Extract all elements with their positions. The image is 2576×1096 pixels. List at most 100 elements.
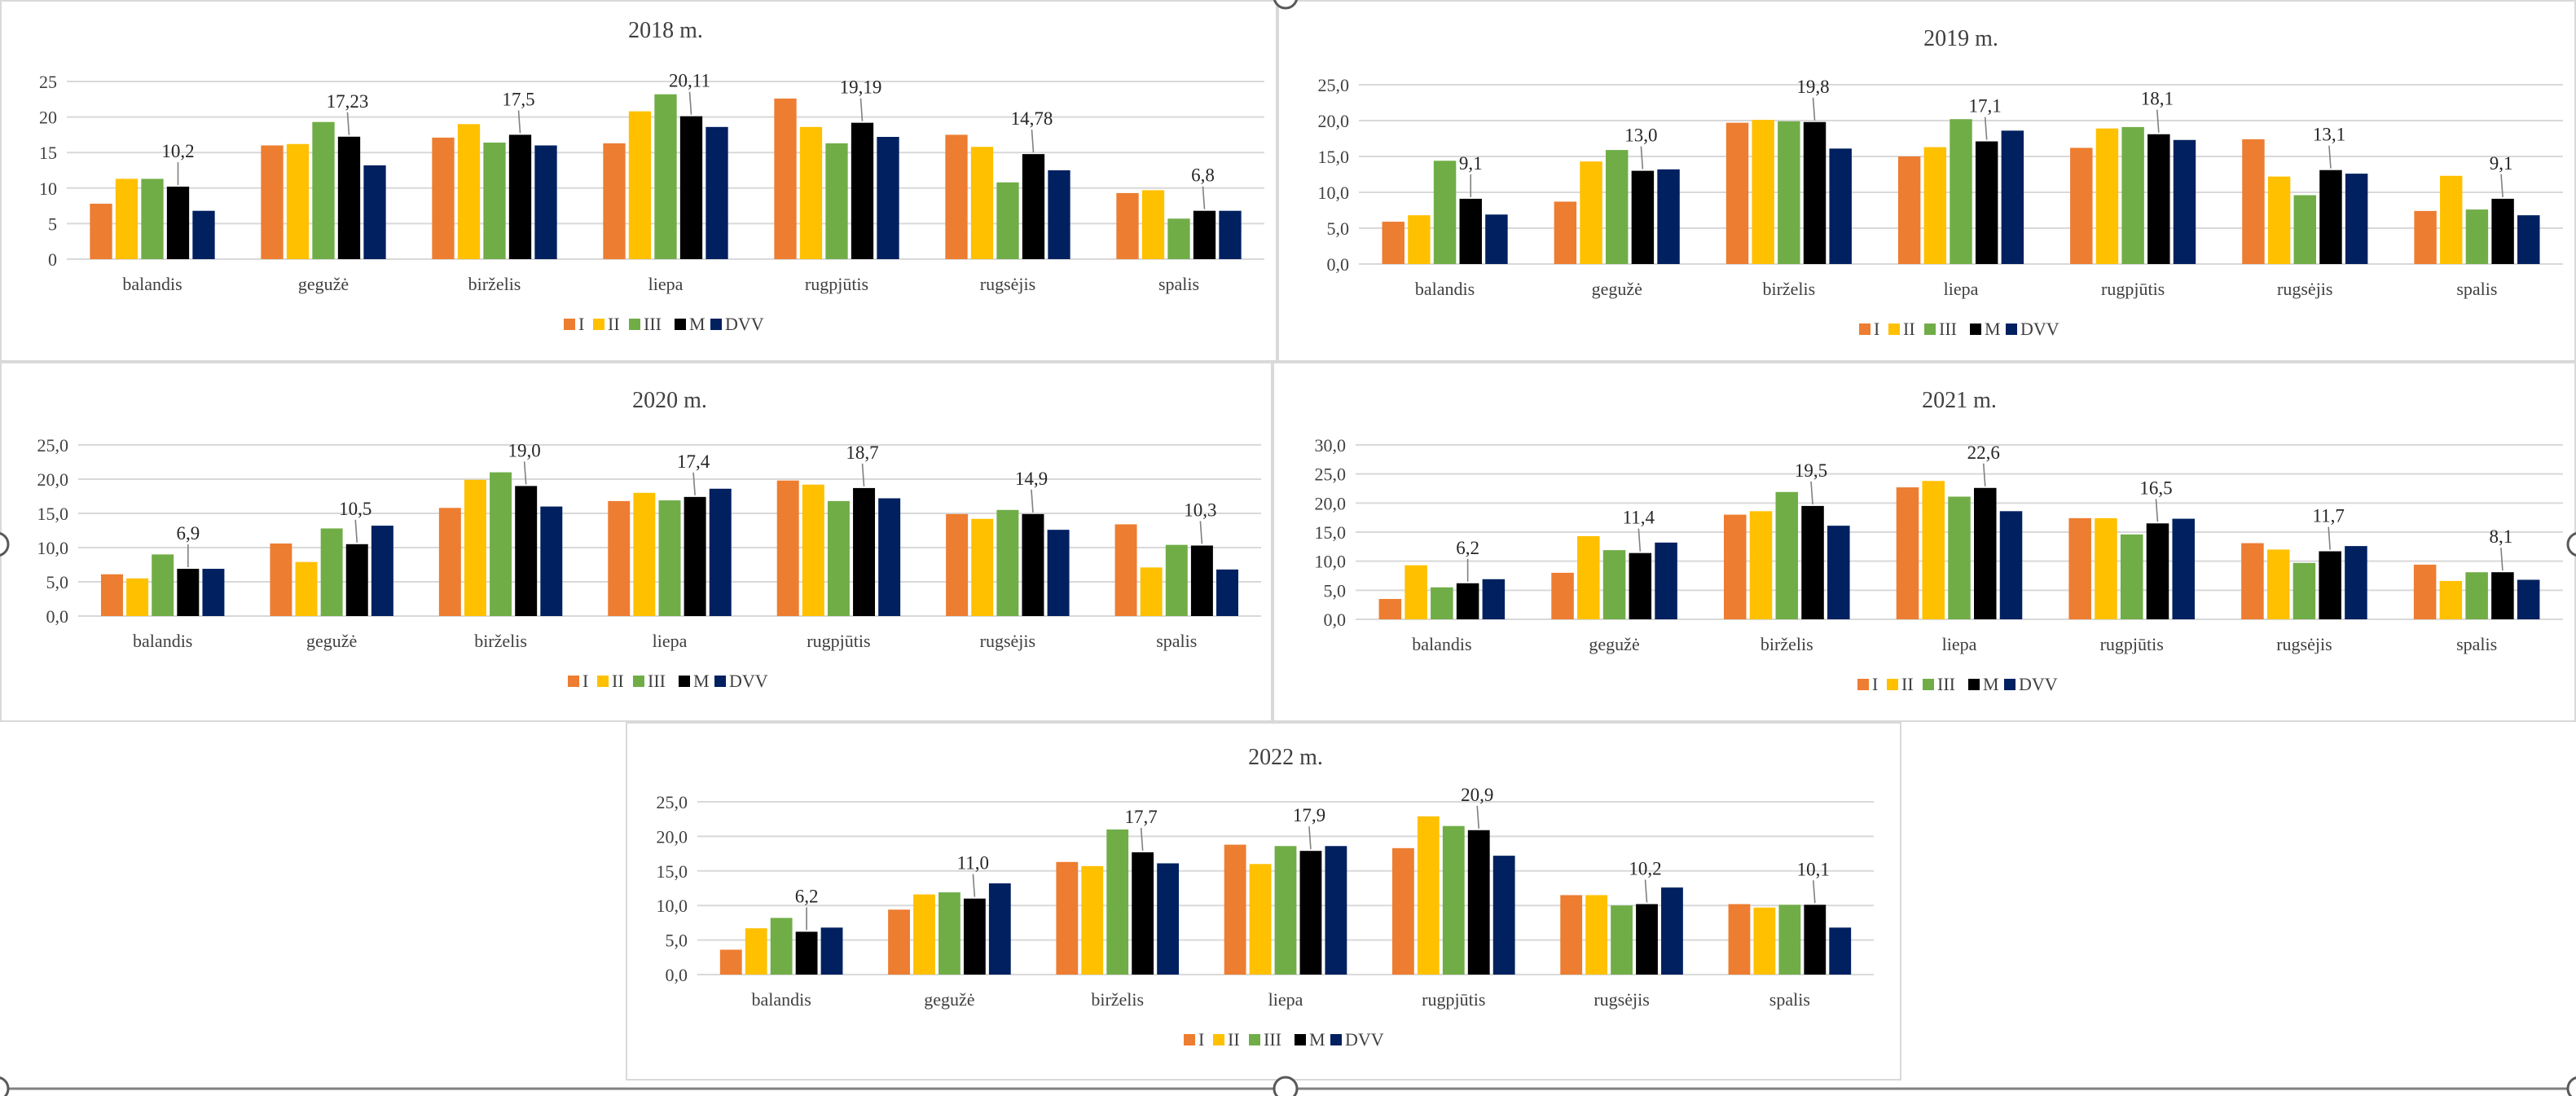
chart-0[interactable]: 2018 m. 0 5 10 15 20 25 balandis 10,2 gegužė 17,23… — [0, 0, 1277, 362]
data-label-leader — [1813, 880, 1816, 904]
legend-swatch-m — [675, 319, 686, 330]
data-label-leader — [1031, 489, 1034, 513]
data-label-leader — [1984, 117, 1988, 140]
resize-handle-bottom-left[interactable] — [0, 1076, 10, 1096]
y-tick-label: 0,0 — [1324, 610, 1347, 630]
y-tick-label: 20,0 — [1315, 493, 1347, 513]
y-tick-label: 20,0 — [1318, 111, 1350, 131]
bar-dvv-birželis — [1829, 148, 1852, 264]
bar-m-balandis — [166, 187, 190, 259]
bar-iii-rugsėjis — [2292, 562, 2316, 619]
y-tick-label: 20,0 — [37, 469, 69, 490]
legend-swatch-ii — [1887, 679, 1898, 690]
bar-dvv-spalis — [2517, 215, 2540, 264]
bar-i-birželis — [438, 508, 461, 616]
bar-ii-rugpjūtis — [2095, 517, 2117, 619]
bar-dvv-liepa — [706, 126, 728, 259]
bar-i-birželis — [1056, 861, 1079, 975]
bar-dvv-rugpjūtis — [2173, 139, 2196, 264]
y-tick-label: 0,0 — [46, 606, 69, 627]
bar-m-rugsėjis — [2319, 551, 2341, 619]
data-label-leader — [2328, 145, 2332, 169]
bar-i-rugpjūtis — [2070, 147, 2093, 264]
bar-dvv-rugsėjis — [1661, 887, 1683, 975]
bar-ii-gegužė — [1580, 161, 1602, 264]
chart-2[interactable]: 2020 m. 0,0 5,0 10,0 15,0 20,0 25,0 balandis 6,9… — [0, 362, 1273, 722]
bar-i-rugsėjis — [1560, 895, 1583, 975]
resize-handle-bottom[interactable] — [1273, 1076, 1299, 1096]
legend-entry-ii: II — [1903, 319, 1915, 339]
x-category-label: spalis — [1769, 989, 1810, 1010]
data-label-m: 18,7 — [846, 442, 878, 463]
bar-iii-rugsėjis — [996, 182, 1019, 259]
bar-i-rugpjūtis — [1391, 847, 1414, 975]
bar-dvv-rugpjūtis — [1492, 856, 1515, 975]
bar-dvv-liepa — [709, 488, 732, 616]
y-tick-label: 15,0 — [37, 504, 69, 524]
bar-iii-balandis — [770, 918, 793, 975]
x-category-label: birželis — [1761, 634, 1813, 654]
data-label-m: 19,8 — [1796, 77, 1829, 97]
legend-entry-i: I — [1874, 319, 1879, 339]
bar-ii-liepa — [633, 492, 656, 616]
y-tick-label: 5 — [48, 213, 57, 234]
bar-dvv-rugpjūtis — [2172, 518, 2195, 619]
data-label-leader — [346, 112, 350, 135]
data-label-leader — [517, 110, 521, 134]
resize-handle-bottom-right[interactable] — [2566, 1076, 2576, 1096]
bar-m-liepa — [1299, 851, 1322, 975]
bar-m-spalis — [2491, 198, 2514, 264]
x-category-label: liepa — [648, 274, 684, 294]
y-tick-label: 10 — [39, 178, 57, 199]
chart-1[interactable]: 2019 m. 0,0 5,0 10,0 15,0 20,0 25,0 balandis 9,1… — [1277, 0, 2576, 362]
legend-swatch-iii — [1924, 324, 1936, 335]
bar-dvv-gegužė — [1655, 542, 1677, 619]
bar-m-rugsėjis — [1022, 154, 1045, 259]
bar-iii-gegužė — [320, 528, 343, 616]
x-category-label: balandis — [1415, 279, 1475, 299]
bar-m-rugpjūtis — [2147, 134, 2170, 264]
bar-ii-spalis — [1753, 907, 1776, 975]
y-tick-label: 0,0 — [1327, 254, 1350, 275]
chart-3[interactable]: 2021 m. 0,0 5,0 10,0 15,0 20,0 25,0 30,0 balandi… — [1273, 362, 2576, 722]
bar-dvv-spalis — [1829, 927, 1852, 975]
x-category-label: spalis — [1156, 631, 1197, 651]
bar-i-liepa — [603, 143, 626, 259]
x-category-label: rugpjūtis — [807, 631, 870, 651]
bar-dvv-birželis — [540, 506, 563, 616]
bar-i-gegužė — [270, 543, 292, 616]
y-tick-label: 15,0 — [1318, 147, 1350, 167]
bar-i-rugsėjis — [2241, 543, 2264, 619]
bar-iii-birželis — [490, 472, 512, 616]
bar-ii-gegužė — [286, 143, 310, 259]
bar-m-balandis — [1459, 198, 1482, 264]
bar-dvv-birželis — [1157, 863, 1180, 975]
legend-entry-dvv: DVV — [729, 671, 768, 691]
x-category-label: balandis — [1412, 634, 1471, 654]
bar-i-liepa — [1224, 844, 1246, 975]
bar-i-liepa — [1897, 156, 1921, 264]
legend-entry-iii: III — [648, 671, 666, 691]
bar-ii-birželis — [1081, 865, 1104, 975]
bar-iii-rugpjūtis — [1442, 825, 1465, 975]
bar-m-rugpjūtis — [853, 487, 876, 616]
chart-4[interactable]: 2022 m. 0,0 5,0 10,0 15,0 20,0 25,0 balandis 6,2… — [626, 722, 1901, 1081]
bar-iii-spalis — [2465, 209, 2489, 264]
data-label-m: 17,1 — [1969, 96, 2002, 117]
bar-ii-rugsėjis — [971, 518, 994, 616]
bar-iii-spalis — [1167, 218, 1190, 259]
x-category-label: birželis — [1762, 279, 1815, 299]
y-tick-label: 10,0 — [1318, 183, 1350, 203]
bar-ii-balandis — [115, 178, 138, 259]
data-label-m: 11,7 — [2312, 506, 2344, 526]
data-label-leader — [1140, 827, 1144, 851]
resize-handle-top[interactable] — [1273, 0, 1298, 10]
resize-handle-left[interactable] — [0, 532, 10, 557]
data-label-m: 17,4 — [677, 451, 710, 472]
bar-dvv-birželis — [534, 145, 557, 259]
legend-swatch-m — [1295, 1034, 1306, 1045]
bar-iii-liepa — [658, 500, 681, 616]
bar-ii-spalis — [2440, 175, 2463, 264]
resize-handle-right[interactable] — [2566, 532, 2576, 557]
